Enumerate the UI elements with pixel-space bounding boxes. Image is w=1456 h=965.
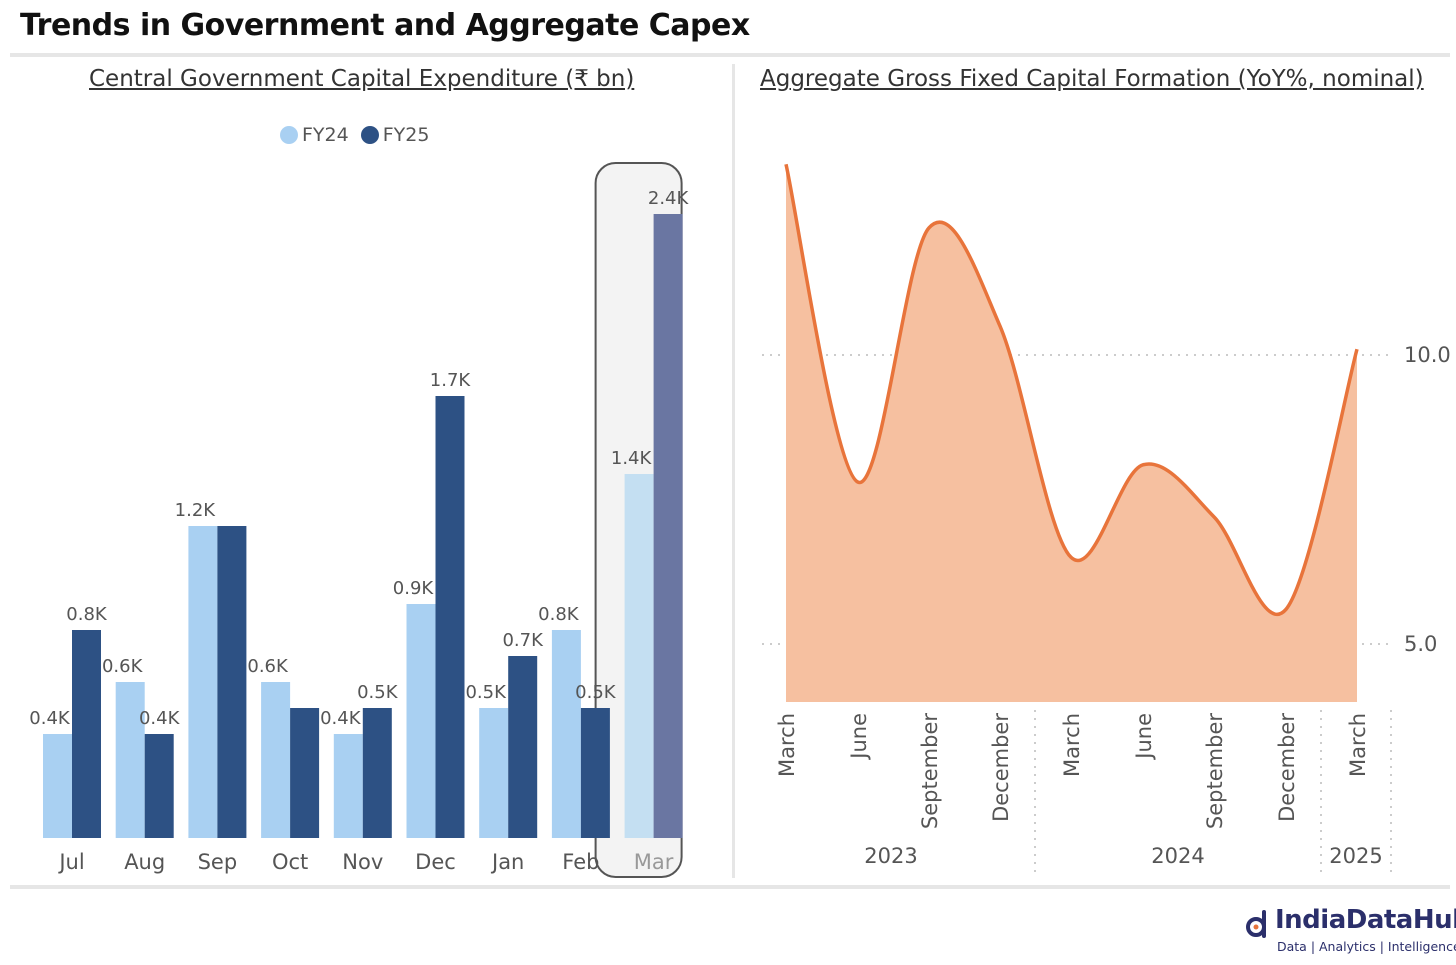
x-tick-september-2: September bbox=[918, 713, 942, 829]
x-tick-aug: Aug bbox=[124, 850, 165, 874]
bar-chart-title: Central Government Capital Expenditure (… bbox=[89, 66, 635, 92]
logo-mark-icon bbox=[1246, 910, 1266, 938]
x-tick-jul: Jul bbox=[57, 850, 84, 874]
bar-fy25-mar bbox=[653, 214, 683, 838]
data-label-fy24-jul: 0.4K bbox=[29, 708, 71, 729]
x-tick-march-8: March bbox=[1346, 713, 1370, 777]
data-label-fy24-mar: 1.4K bbox=[611, 448, 653, 469]
x-tick-oct: Oct bbox=[272, 850, 308, 874]
page-title: Trends in Government and Aggregate Capex bbox=[20, 8, 750, 43]
x-tick-nov: Nov bbox=[342, 850, 383, 874]
y-tick-5: 5.0 bbox=[1404, 632, 1437, 656]
logo-name: IndiaDataHub bbox=[1275, 905, 1456, 935]
data-label-fy25-aug: 0.4K bbox=[139, 708, 181, 729]
bar-fy24-jul bbox=[43, 734, 72, 838]
bar-fy24-aug bbox=[115, 682, 145, 838]
data-label-fy25-feb: 0.5K bbox=[575, 682, 617, 703]
x-tick-feb: Feb bbox=[562, 850, 599, 874]
year-label-2025: 2025 bbox=[1329, 844, 1382, 868]
x-tick-september-6: September bbox=[1203, 713, 1227, 829]
bar-fy24-feb bbox=[551, 630, 581, 838]
data-label-fy25-nov: 0.5K bbox=[357, 682, 399, 703]
data-label-fy25-mar: 2.4K bbox=[648, 188, 690, 209]
bar-fy25-oct bbox=[290, 708, 320, 838]
data-label-fy24-dec: 0.9K bbox=[393, 578, 435, 599]
data-label-fy25-jul: 0.8K bbox=[66, 604, 108, 625]
x-tick-december-7: December bbox=[1275, 713, 1299, 822]
bottom-divider bbox=[10, 885, 1450, 889]
legend-swatch-fy25 bbox=[360, 126, 379, 144]
data-label-fy24-feb: 0.8K bbox=[538, 604, 580, 625]
legend-item-fy25[interactable]: FY25 bbox=[360, 124, 430, 146]
data-label-fy24-jan: 0.5K bbox=[465, 682, 507, 703]
year-label-2023: 2023 bbox=[864, 844, 917, 868]
y-tick-10: 10.0 bbox=[1404, 343, 1451, 367]
bar-fy25-jul bbox=[72, 630, 101, 838]
bar-fy24-dec bbox=[406, 604, 436, 838]
area-chart: 5.0 10.0 March June September December March Ju… bbox=[762, 163, 1451, 878]
x-tick-sep: Sep bbox=[198, 850, 238, 874]
top-divider bbox=[10, 53, 1450, 57]
area-chart-title: Aggregate Gross Fixed Capital Formation … bbox=[760, 66, 1424, 92]
x-tick-june-1: June bbox=[847, 713, 871, 761]
legend-item-fy24[interactable]: FY24 bbox=[280, 124, 349, 146]
gfcf-area bbox=[786, 164, 1357, 702]
x-tick-dec: Dec bbox=[415, 850, 456, 874]
indiadatahub-logo: IndiaDataHub Data | Analytics | Intellig… bbox=[1245, 905, 1456, 957]
data-label-fy24-sep: 1.2K bbox=[175, 500, 217, 521]
x-tick-march-0: March bbox=[775, 713, 799, 777]
data-label-fy24-nov: 0.4K bbox=[320, 708, 362, 729]
x-tick-mar: Mar bbox=[634, 850, 674, 874]
data-label-fy24-oct: 0.6K bbox=[247, 656, 289, 677]
logo-tagline: Data | Analytics | Intelligence bbox=[1277, 939, 1456, 954]
bar-fy25-jan bbox=[508, 656, 538, 838]
bar-fy24-nov bbox=[333, 734, 363, 838]
data-label-fy25-jan: 0.7K bbox=[502, 630, 544, 651]
x-tick-march-4: March bbox=[1060, 713, 1084, 777]
bar-fy25-feb bbox=[580, 708, 610, 838]
bar-fy24-sep bbox=[188, 526, 218, 838]
bar-fy25-nov bbox=[362, 708, 392, 838]
bar-fy25-aug bbox=[144, 734, 174, 838]
x-tick-june-5: June bbox=[1132, 713, 1156, 761]
x-tick-december-3: December bbox=[989, 713, 1013, 822]
bar-fy24-jan bbox=[479, 708, 509, 838]
bar-fy24-mar bbox=[624, 474, 654, 838]
data-label-fy25-dec: 1.7K bbox=[430, 370, 472, 391]
year-label-2024: 2024 bbox=[1151, 844, 1204, 868]
bar-fy24-oct bbox=[261, 682, 291, 838]
legend-swatch-fy24 bbox=[280, 126, 298, 144]
bar-fy25-sep bbox=[217, 526, 247, 838]
x-tick-jan: Jan bbox=[490, 850, 524, 874]
panel-divider bbox=[732, 64, 735, 878]
legend-label-fy25: FY25 bbox=[382, 124, 430, 146]
legend-label-fy24: FY24 bbox=[302, 124, 349, 146]
data-label-fy24-aug: 0.6K bbox=[102, 656, 144, 677]
bar-fy25-dec bbox=[435, 396, 465, 838]
bar-chart: 0.4K 0.8K Jul 0.6K 0.4K Aug 1.2K Sep 0.6K Oct 0.4K… bbox=[29, 162, 690, 878]
bar-chart-legend: FY24 FY25 bbox=[280, 124, 441, 146]
gfcf-line bbox=[784, 163, 1359, 616]
